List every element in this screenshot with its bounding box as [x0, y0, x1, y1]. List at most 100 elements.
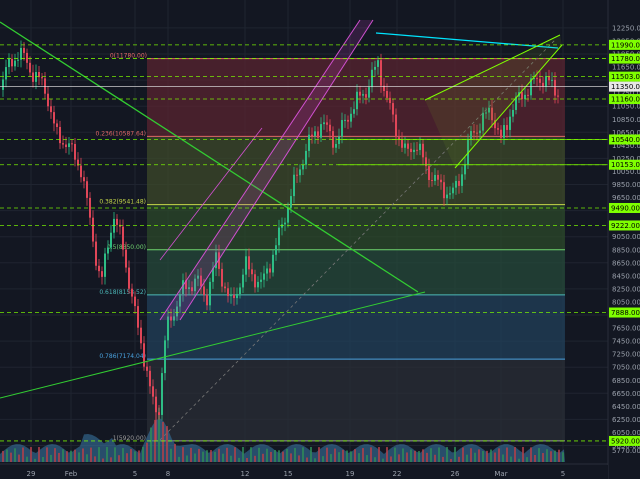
candle-body [128, 267, 130, 289]
candle-body [476, 132, 478, 134]
volume-bar [262, 453, 264, 462]
fib-level-label: 1(5920.00) [113, 435, 146, 442]
volume-bar [94, 456, 96, 462]
candle-body [59, 126, 61, 144]
candle-body [101, 271, 103, 277]
candle-body [437, 174, 439, 180]
candle-body [80, 165, 82, 178]
candle-body [284, 222, 286, 225]
candle-body [26, 52, 28, 63]
rising-wedge-lower [454, 44, 563, 169]
volume-bar [430, 448, 432, 462]
time-axis-label: 15 [284, 470, 293, 478]
candle-body [512, 109, 514, 117]
candle-body [17, 59, 19, 61]
volume-bar [110, 457, 112, 462]
volume-bar [54, 448, 56, 462]
candle-body [104, 253, 106, 277]
candle-body [212, 268, 214, 282]
candle-body [491, 107, 493, 121]
volume-bar [350, 451, 352, 462]
candle-body [95, 241, 97, 266]
volume-bar [306, 457, 308, 462]
volume-bar [242, 447, 244, 462]
candle-body [416, 149, 418, 151]
volume-bar [126, 453, 128, 462]
candle-body [68, 143, 70, 148]
price-axis-label: 9650.00 [612, 194, 640, 202]
candle-body [227, 288, 229, 297]
price-axis-label: 7250.00 [612, 351, 640, 359]
volume-bar [50, 454, 52, 462]
volume-bar [438, 447, 440, 462]
volume-bar [374, 457, 376, 462]
support-trendline [0, 291, 426, 399]
candle-body [194, 278, 196, 292]
candle-body [185, 280, 187, 289]
fib-zone [147, 359, 565, 441]
volume-bar [386, 447, 388, 462]
candle-body [533, 78, 535, 80]
candle-body [140, 327, 142, 344]
candle-body [266, 268, 268, 274]
volume-bar [514, 447, 516, 462]
candle-body [467, 138, 469, 165]
candle-body [218, 252, 220, 269]
volume-bar [158, 407, 160, 462]
price-level-tag-label: 11503.00 [611, 73, 640, 81]
price-level-tag-label: 10540.00 [611, 136, 640, 144]
candle-body [344, 119, 346, 121]
volume-bar [214, 451, 216, 462]
volume-bar [382, 458, 384, 462]
price-axis-label: 10850.00 [612, 116, 640, 124]
volume-bar [282, 451, 284, 462]
volume-bar [66, 451, 68, 462]
candle-body [335, 143, 337, 148]
candle-body [206, 294, 208, 306]
volume-bar [222, 453, 224, 462]
time-axis-label: 22 [393, 470, 402, 478]
candle-body [392, 103, 394, 115]
candle-body [41, 77, 43, 79]
candle-body [215, 252, 217, 269]
candle-body [248, 256, 250, 270]
candle-body [74, 144, 76, 160]
price-level-tag [609, 159, 640, 170]
volume-bar [534, 454, 536, 462]
volume-bar [210, 450, 212, 462]
candle-body [329, 124, 331, 132]
price-axis-label: 6850.00 [612, 377, 640, 385]
candle-body [326, 122, 328, 125]
candle-body [179, 294, 181, 307]
candle-body [449, 193, 451, 195]
volume-bar [226, 447, 228, 462]
candle-body [497, 128, 499, 130]
price-axis-label: 7450.00 [612, 338, 640, 346]
volume-bar [166, 426, 168, 462]
price-level-tag [609, 220, 640, 231]
price-axis-label: 8850.00 [612, 246, 640, 254]
price-axis-label: 7650.00 [612, 325, 640, 333]
price-axis-label: 6650.00 [612, 390, 640, 398]
volume-bar [390, 456, 392, 462]
volume-bar [418, 451, 420, 462]
price-axis-label: 9850.00 [612, 181, 640, 189]
price-level-tag-label: 11780.00 [611, 55, 640, 63]
volume-bar [150, 427, 152, 462]
volume-bar [310, 447, 312, 462]
time-axis-label: 29 [27, 470, 36, 478]
candle-body [275, 245, 277, 255]
volume-bar [186, 455, 188, 462]
price-axis-label: 10050.00 [612, 168, 640, 176]
volume-bar [238, 457, 240, 462]
candle-body [290, 196, 292, 208]
time-axis-label: 26 [451, 470, 460, 478]
candle-body [458, 180, 460, 186]
candle-body [311, 134, 313, 136]
price-axis-label: 9050.00 [612, 233, 640, 241]
candle-body [38, 71, 40, 78]
price-level-tag [609, 53, 640, 64]
price-axis-label: 10450.00 [612, 142, 640, 150]
candle-body [2, 79, 4, 90]
